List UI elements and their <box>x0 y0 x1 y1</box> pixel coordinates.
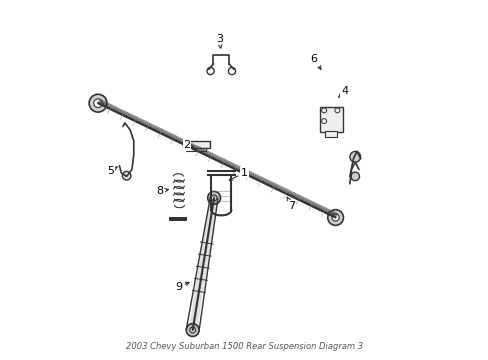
Circle shape <box>94 99 102 108</box>
Circle shape <box>211 195 217 201</box>
Bar <box>319 107 342 132</box>
Circle shape <box>89 94 107 112</box>
Text: 7: 7 <box>286 197 295 211</box>
Circle shape <box>122 171 131 180</box>
Text: 2003 Chevy Suburban 1500 Rear Suspension Diagram 3: 2003 Chevy Suburban 1500 Rear Suspension… <box>126 342 362 351</box>
Text: 2: 2 <box>183 140 193 150</box>
Bar <box>183 141 209 148</box>
Circle shape <box>350 172 359 181</box>
Text: 3: 3 <box>216 34 223 48</box>
Text: 5: 5 <box>107 166 117 176</box>
Text: 1: 1 <box>229 168 247 180</box>
Bar <box>186 148 206 151</box>
Circle shape <box>186 324 199 337</box>
Bar <box>324 131 337 137</box>
Text: 8: 8 <box>156 186 168 197</box>
Text: 4: 4 <box>338 86 347 98</box>
Text: 9: 9 <box>175 282 189 292</box>
Text: 6: 6 <box>310 54 320 69</box>
Circle shape <box>349 152 360 162</box>
Circle shape <box>207 192 220 204</box>
Circle shape <box>189 327 195 333</box>
Circle shape <box>327 210 343 225</box>
Circle shape <box>331 214 339 221</box>
Bar <box>169 217 187 221</box>
